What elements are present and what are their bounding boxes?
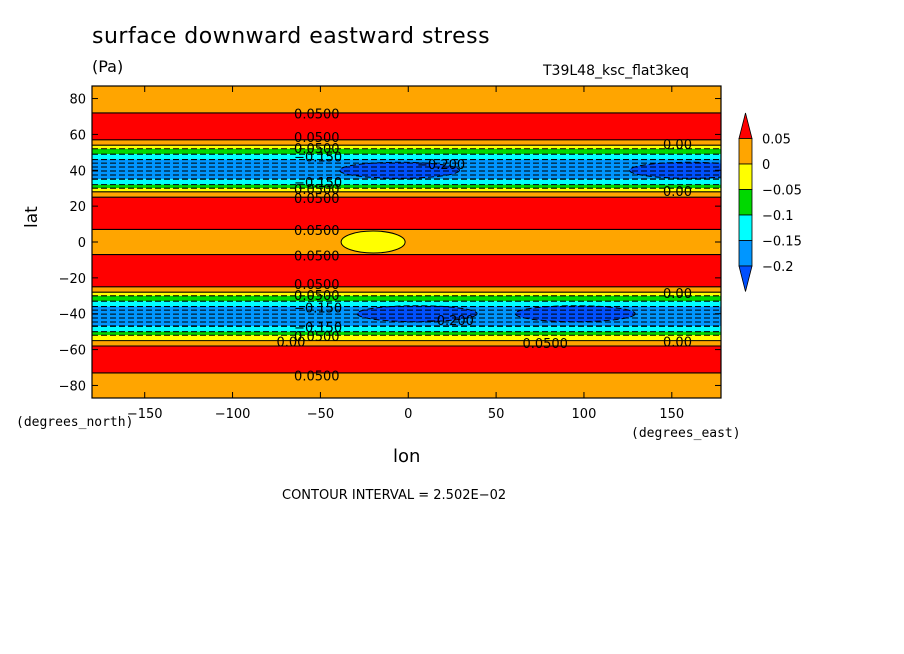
x-axis-unit-label: (degrees_east) [631,426,741,441]
contour-label: 0.00 [663,138,692,153]
y-tick-label: −80 [59,379,86,394]
contour-band [92,191,721,198]
y-tick-label: −60 [59,344,86,359]
y-axis-ticks: 80 60 40 20 0 −20 −40 −60 −80 [59,93,721,394]
colorbar-label: −0.05 [762,184,802,199]
colorbar-swatch [738,163,753,190]
colorbar-swatch [738,265,753,292]
contour-band [92,148,721,155]
contour-label: 0.0500 [294,108,340,123]
contour-band [92,372,721,398]
colorbar: 0.05 0 −0.05 −0.1 −0.15 −0.2 [738,112,802,292]
x-tick-label: −50 [307,407,334,422]
contour-label: 0.00 [663,287,692,302]
x-tick-label: 150 [659,407,684,422]
y-tick-label: 20 [69,200,86,215]
y-tick-label: 80 [69,93,86,108]
contour-interval-text: CONTOUR INTERVAL = 2.502E−02 [282,488,507,503]
contour-label: 0.0500 [294,142,340,157]
contour-label: 0.0500 [294,330,340,345]
contour-band [92,197,721,230]
contour-band [92,340,721,346]
x-tick-label: −100 [215,407,251,422]
contour-label: 0.0500 [294,278,340,293]
colorbar-label: −0.2 [762,260,794,275]
contour-label: 0.0500 [294,369,340,384]
contour-label: 0.0500 [294,289,340,304]
colorbar-swatch [738,240,753,267]
contour-label: −0.200 [417,158,465,173]
x-axis-label: lon [393,446,421,467]
contour-label: 0.0500 [294,183,340,198]
contour-band [92,335,721,341]
contour-band [92,326,721,332]
contour-band [92,179,721,185]
contour-label: 0.0500 [294,131,340,146]
local-minimum-feature [338,161,460,179]
chart-title: surface downward eastward stress [92,24,491,49]
contour-band [92,86,721,113]
y-tick-label: 40 [69,164,86,179]
contour-lines [92,112,721,374]
contour-band [92,139,721,146]
x-axis-ticks: −150 −100 −50 0 50 100 150 [127,86,684,422]
contour-label: 0.00 [663,185,692,200]
contour-label: −0.150 [294,301,342,316]
contour-band [92,254,721,287]
contour-band [92,301,721,307]
colorbar-label: 0 [762,158,770,173]
contour-label: −0.200 [426,314,474,329]
contour-label: −0.150 [294,151,342,166]
contour-band [92,145,721,149]
contour-band [92,154,721,160]
y-tick-label: −20 [59,272,86,287]
colorbar-swatch [738,112,753,139]
contour-label: 0.0500 [522,337,568,352]
contour-band [92,286,721,293]
colorbar-label: −0.15 [762,235,802,250]
contour-label: 0.0500 [294,249,340,264]
y-tick-label: 60 [69,128,86,143]
x-tick-label: 100 [572,407,597,422]
chart-units: (Pa) [92,57,124,76]
contour-band [92,295,721,302]
x-tick-label: 50 [488,407,505,422]
local-maximum-feature [340,230,406,254]
colorbar-swatch [738,189,753,216]
contour-label: 0.0500 [294,192,340,207]
y-tick-label: 0 [78,236,86,251]
contour-band [92,229,721,255]
x-tick-label: −150 [127,407,163,422]
colorbar-swatch [738,138,753,165]
contour-band [92,184,721,189]
contour-band [92,188,721,192]
contour-band [92,331,721,336]
colorbar-label: 0.05 [762,133,791,148]
y-axis-unit-label: (degrees_north) [16,415,134,430]
colorbar-swatch [738,214,753,241]
local-minimum-feature [628,161,721,179]
contour-label: −0.150 [294,321,342,336]
y-tick-label: −40 [59,308,86,323]
contour-label: 0.00 [276,335,305,350]
run-label: T39L48_ksc_flat3keq [543,63,689,79]
contour-label: −0.150 [294,176,342,191]
contour-label: 0.0500 [294,224,340,239]
contour-band [92,292,721,296]
contour-band [92,112,721,140]
contour-label: 0.00 [663,335,692,350]
contour-fills [92,86,721,398]
x-tick-label: 0 [404,407,412,422]
contour-band [92,346,721,373]
colorbar-label: −0.1 [762,209,794,224]
